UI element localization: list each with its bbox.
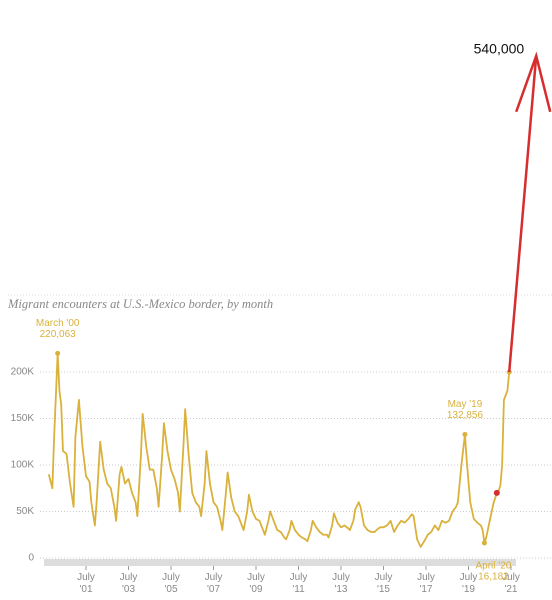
x-tick-label: July '15	[375, 572, 393, 595]
x-tick-label: July '21	[502, 572, 520, 595]
annotation-dot	[55, 350, 61, 356]
x-tick-label: July '03	[120, 572, 138, 595]
x-tick-label: July '13	[332, 572, 350, 595]
annotation-dot	[462, 431, 468, 437]
y-tick-label: 200K	[11, 367, 35, 378]
annotation-label: May '19	[448, 399, 483, 410]
y-tick-label: 150K	[11, 413, 35, 424]
annotation-dot	[481, 540, 487, 546]
annotation-label: April '20	[476, 561, 512, 572]
x-tick-label: July '09	[247, 572, 265, 595]
annotation-label: March '00	[36, 318, 80, 329]
annotation-value: 220,063	[40, 329, 77, 340]
x-tick-label: July '01	[77, 572, 95, 595]
arrow	[507, 55, 538, 373]
y-tick-label: 0	[28, 553, 34, 564]
annotation-value: 132,856	[447, 410, 484, 421]
annotation-value: 16,182	[478, 572, 509, 583]
arrow-label: 540,000	[474, 41, 525, 57]
x-tick-label: July '17	[417, 572, 435, 595]
y-tick-label: 100K	[11, 460, 35, 471]
x-tick-label: July '11	[290, 572, 308, 595]
month-ticks-band	[44, 559, 516, 566]
chart-subtitle: Migrant encounters at U.S.-Mexico border…	[7, 297, 273, 311]
arrow-head	[515, 51, 552, 113]
y-tick-label: 50K	[16, 506, 34, 517]
x-tick-label: July '05	[162, 572, 180, 595]
x-tick-label: July '19	[460, 572, 478, 595]
highlight-dot	[493, 489, 500, 496]
line	[47, 352, 511, 548]
x-tick-label: July '07	[205, 572, 223, 595]
